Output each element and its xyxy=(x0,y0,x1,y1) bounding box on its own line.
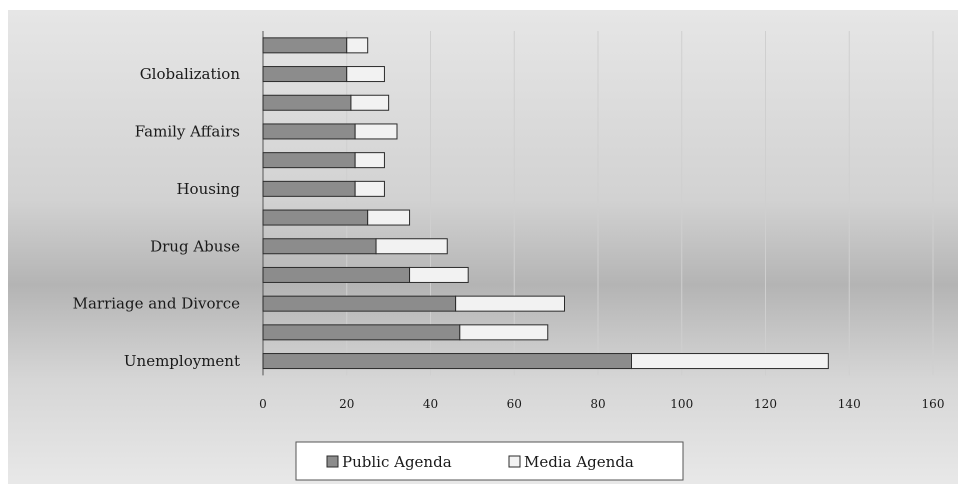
category-label: Marriage and Divorce xyxy=(73,295,241,313)
bar-public-agenda xyxy=(262,180,356,197)
legend-swatch-media xyxy=(508,455,521,468)
x-tick-label: 20 xyxy=(339,397,354,411)
bar-public-agenda xyxy=(262,324,461,341)
bar-public-agenda xyxy=(262,37,348,54)
x-tick-label: 40 xyxy=(423,397,438,411)
bar-media-agenda xyxy=(346,66,385,83)
bar-public-agenda xyxy=(262,266,411,283)
bar-public-agenda xyxy=(262,209,369,226)
bar-media-agenda xyxy=(459,324,549,341)
category-labels: Unemployment Marriage and Divorce Drug Abu… xyxy=(73,65,241,370)
category-label: Globalization xyxy=(140,65,241,83)
gridlines xyxy=(262,31,934,376)
category-label: Drug Abuse xyxy=(150,237,240,255)
legend-box xyxy=(295,441,684,481)
legend-label-public: Public Agenda xyxy=(342,453,452,471)
legend-label-media: Media Agenda xyxy=(524,453,634,471)
category-label: Unemployment xyxy=(124,352,240,370)
x-tick-label: 120 xyxy=(754,397,777,411)
category-label: Family Affairs xyxy=(135,122,240,140)
bar-public-agenda xyxy=(262,94,352,111)
x-tick-label: 140 xyxy=(838,397,861,411)
bar-media-agenda xyxy=(354,123,398,140)
x-tick-label: 100 xyxy=(670,397,693,411)
bar-media-agenda xyxy=(354,152,385,169)
bar-media-agenda xyxy=(350,94,390,111)
bar-public-agenda xyxy=(262,353,632,370)
x-tick-labels: 0 20 40 60 80 100 120 140 160 xyxy=(259,397,944,411)
x-tick-label: 60 xyxy=(507,397,522,411)
bar-media-agenda xyxy=(346,37,369,54)
category-label: Housing xyxy=(176,180,240,198)
bar-public-agenda xyxy=(262,152,356,169)
bar-public-agenda xyxy=(262,66,348,83)
bar-media-agenda xyxy=(455,295,565,312)
bar-public-agenda xyxy=(262,295,457,312)
bar-public-agenda xyxy=(262,123,356,140)
x-tick-label: 160 xyxy=(922,397,945,411)
bar-media-agenda xyxy=(631,353,829,370)
x-tick-label: 0 xyxy=(259,397,267,411)
bar-media-agenda xyxy=(367,209,411,226)
bar-media-agenda xyxy=(354,180,385,197)
bar-public-agenda xyxy=(262,238,377,255)
bar-media-agenda xyxy=(409,266,469,283)
legend: Public Agenda Media Agenda xyxy=(295,441,684,481)
bars xyxy=(262,37,829,370)
bar-media-agenda xyxy=(375,238,448,255)
chart-background xyxy=(8,10,958,484)
x-tick-label: 80 xyxy=(590,397,605,411)
legend-swatch-public xyxy=(326,455,339,468)
